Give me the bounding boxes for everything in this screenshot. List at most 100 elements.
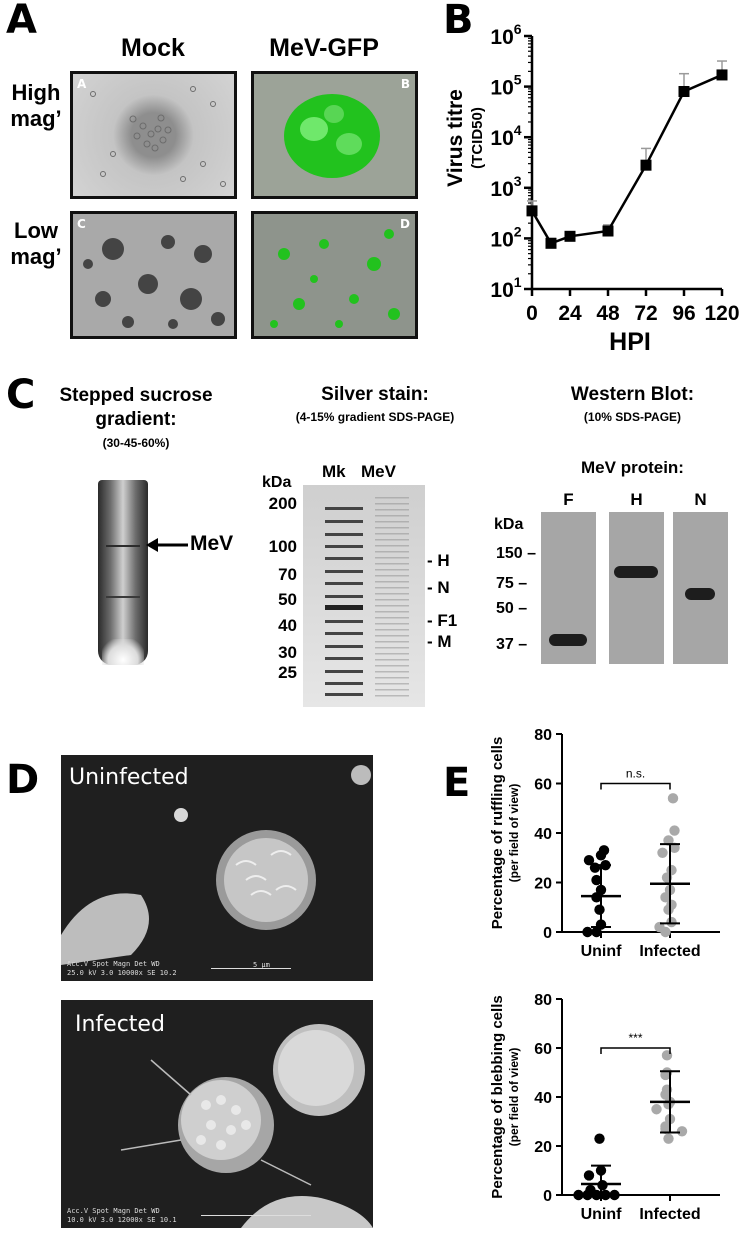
ruffling-y-tick-label: 40 [534, 826, 552, 843]
blebbing-y-axis-label: Percentage of blebbing cells [489, 995, 506, 1198]
wb-marker-label: 37 – [496, 636, 528, 653]
titre-x-tick-label: 96 [672, 302, 695, 325]
wb-marker-label: 50 – [496, 600, 528, 617]
panel-d-label: D [6, 757, 40, 803]
silver-band-label: - N [427, 578, 450, 597]
marker-band-strong [325, 605, 363, 610]
titre-y-tick-label: 106 [490, 21, 521, 49]
micrograph-mev-high: B [251, 71, 418, 199]
marker-band [325, 682, 363, 685]
blebbing-y-tick-label: 60 [534, 1041, 552, 1058]
titre-y-tick-label: 105 [490, 72, 521, 100]
titre-y-axis-sublabel: (TCID50) [469, 107, 486, 169]
wb-band [549, 634, 587, 646]
tube-pellet [102, 639, 144, 665]
micrograph-mock-high: A [70, 71, 237, 199]
ruffling-x-tick-label: Uninf [581, 943, 623, 960]
mev-lane-band [375, 611, 409, 613]
ruffling-y-axis-sublabel: (per field of view) [507, 784, 521, 883]
blebbing-significance-bracket [600, 1047, 671, 1054]
micrograph-a-tag: A [77, 77, 87, 91]
mev-lane-band [375, 563, 409, 565]
sem-top-meta-2: 25.0 kV 3.0 10000x SE 10.2 [67, 969, 177, 977]
wb-band [614, 566, 658, 578]
titre-y-tick-label: 101 [490, 274, 521, 302]
wb-band [685, 588, 715, 600]
ruffling-data-point [582, 926, 593, 938]
ruffling-y-tick-label: 0 [543, 925, 552, 942]
mev-lane-band [375, 677, 409, 679]
sem-uninfected-image [61, 765, 371, 965]
silver-stain-subtitle: (4-15% gradient SDS-PAGE) [295, 410, 455, 424]
low-mag-line1: Low [14, 218, 58, 243]
mev-lane-band [375, 551, 409, 553]
ruffling-significance-label: n.s. [626, 767, 645, 781]
blebbing-data-point [651, 1104, 662, 1115]
ruffling-data-point [583, 855, 595, 866]
mev-lane-band [375, 623, 409, 625]
micrograph-mock-low: C [70, 211, 237, 339]
wb-lane-label: F [563, 490, 574, 509]
marker-band [325, 557, 363, 560]
mev-lane-band [375, 599, 409, 601]
ruffling-data-point [669, 842, 680, 854]
marker-band [325, 570, 363, 573]
wb-marker-label: 150 – [496, 545, 537, 562]
silver-stain-title: Silver stain: [321, 384, 429, 405]
mev-lane-band [375, 515, 409, 517]
silver-marker-label: 100 [268, 537, 297, 556]
silver-marker-label: 70 [278, 565, 297, 584]
wb-lane [673, 512, 728, 664]
mev-lane-band [375, 647, 409, 649]
blebbing-data-point [609, 1189, 620, 1201]
blebbing-data-point [573, 1189, 584, 1201]
mev-lane-band [375, 695, 409, 697]
marker-band [325, 507, 363, 510]
mev-lane-band [375, 605, 409, 607]
western-title: Western Blot: [570, 384, 695, 405]
micrograph-mock-low-texture [83, 235, 225, 329]
titre-data-point [716, 69, 728, 81]
titre-data-point [526, 205, 538, 217]
sem-bot-meta-1: Acc.V Spot Magn Det WD [67, 1207, 160, 1215]
silver-band-label: - F1 [427, 611, 458, 630]
silver-gel [303, 485, 425, 707]
blebbing-y-axis-sublabel: (per field of view) [507, 1048, 521, 1147]
titre-x-tick-label: 48 [596, 302, 620, 325]
marker-band [325, 582, 363, 585]
sucrose-subtitle: (30-45-60%) [102, 436, 170, 450]
ruffling-data-point [669, 825, 680, 836]
ruffling-data-point [589, 862, 601, 873]
blebbing-data-point [594, 1133, 605, 1144]
blebbing-data-point [660, 1123, 671, 1135]
blebbing-significance-label: *** [628, 1031, 642, 1045]
blebbing-x-tick-label: Infected [639, 1206, 700, 1223]
mev-lane-band [375, 575, 409, 577]
marker-band [325, 645, 363, 648]
ruffling-y-tick-label: 80 [534, 727, 552, 744]
high-mag-row-label: High mag’ [6, 80, 66, 132]
titre-axes [530, 36, 722, 291]
titre-y-tick-label: 104 [490, 122, 521, 150]
high-mag-line2: mag’ [10, 106, 62, 131]
titre-y-tick-base: 10 [490, 77, 513, 100]
silver-band-label: - M [427, 632, 452, 651]
titre-line [530, 73, 723, 245]
mev-lane-band [375, 671, 409, 673]
titre-x-tick-label: 120 [704, 302, 739, 325]
panel-e-label: E [443, 760, 471, 806]
ruffling-y-tick-label: 20 [534, 876, 552, 893]
silver-gel-bands [325, 497, 409, 697]
titre-y-tick-base: 10 [490, 279, 513, 302]
ruffling-data-point [594, 904, 605, 915]
titre-data-point [602, 225, 614, 237]
mev-arrow-icon [146, 538, 188, 552]
panel-b-label: B [443, 0, 474, 43]
blebbing-data-point [676, 1126, 688, 1137]
mev-lane-band [375, 521, 409, 523]
titre-data-point [640, 159, 652, 171]
micrograph-mock-high-texture [90, 86, 226, 187]
titre-y-tick-exponent: 2 [514, 223, 522, 239]
ruffling-data-point [666, 916, 677, 928]
micrograph-d-tag: D [400, 217, 410, 231]
